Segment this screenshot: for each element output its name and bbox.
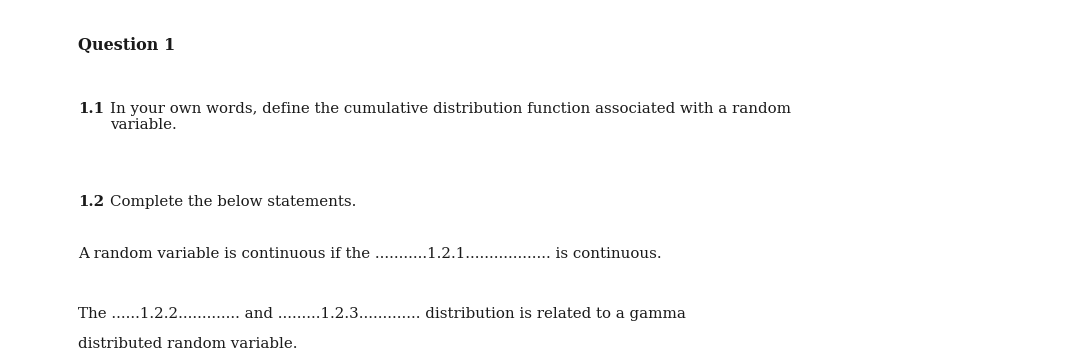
Text: A random variable is continuous if the ...........1.2.1.................. is con: A random variable is continuous if the .… bbox=[78, 247, 661, 261]
Text: Question 1: Question 1 bbox=[78, 37, 175, 54]
Text: In your own words, define the cumulative distribution function associated with a: In your own words, define the cumulative… bbox=[110, 102, 792, 132]
Text: Complete the below statements.: Complete the below statements. bbox=[110, 195, 356, 209]
Text: 1.1 In your own words, define the cumulative distribution function associated wi: 1.1 In your own words, define the cumula… bbox=[78, 102, 787, 132]
Text: 1.1: 1.1 bbox=[78, 102, 104, 116]
Text: 1.2: 1.2 bbox=[78, 195, 104, 209]
Text: distributed random variable.: distributed random variable. bbox=[78, 337, 297, 351]
Text: The ......1.2.2............. and .........1.2.3............. distribution is rel: The ......1.2.2............. and .......… bbox=[78, 307, 686, 321]
